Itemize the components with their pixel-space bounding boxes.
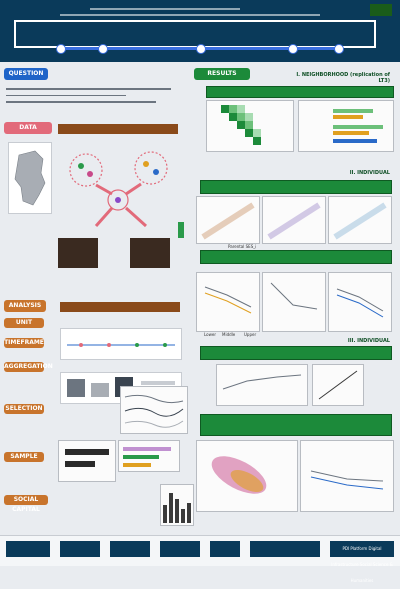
data-accent (178, 222, 184, 238)
timeframe-timeline (60, 328, 182, 360)
institution-logo (370, 4, 392, 16)
footer-logo-6 (250, 541, 320, 557)
step-aggregation: AGGREGATION (4, 362, 53, 372)
footer-logo-5 (210, 541, 240, 557)
timeline-dot (196, 44, 206, 54)
scatter-plot-2 (262, 196, 326, 244)
step-social-capital: SOCIAL CAPITAL (4, 495, 48, 513)
scatter-plot-1 (196, 196, 260, 244)
tick-middle: Middle (222, 332, 236, 337)
timeline-dot (56, 44, 66, 54)
data-banner (58, 124, 178, 134)
line-plot-3 (328, 272, 392, 332)
result-banner-4 (200, 346, 392, 360)
result-banner-5 (200, 414, 392, 436)
footer-logo-3 (110, 541, 150, 557)
results-heading: RESULTS (194, 68, 250, 80)
timeline-dot (334, 44, 344, 54)
netherlands-map (8, 142, 52, 214)
result-label-individual: II. INDIVIDUAL (349, 170, 390, 176)
step-unit: UNIT (4, 318, 44, 328)
pdi-logo: PDI Platform Digital Infrastructure Soci… (330, 541, 394, 583)
diagonal-plot (312, 364, 364, 406)
trend-plot (216, 364, 308, 406)
data-box-left (58, 238, 98, 268)
footer-logo-1 (6, 541, 50, 557)
data-box-right (130, 238, 170, 268)
step-sample: SAMPLE (4, 452, 44, 462)
data-heading: DATA (4, 122, 52, 134)
selection-chart (120, 386, 188, 434)
sample-bars-colored (118, 440, 180, 472)
coefficient-bars (298, 100, 394, 152)
group-line-plot (300, 440, 394, 512)
density-scatter (196, 440, 298, 512)
analysis-banner (60, 302, 180, 312)
analysis-heading: ANALYSIS (4, 300, 46, 312)
footer-logo-2 (60, 541, 100, 557)
question-heading: QUESTION (4, 68, 48, 80)
step-selection: SELECTION (4, 404, 44, 414)
result-label-neighborhood: I. NEIGHBORHOOD (replication of LT3) (296, 72, 390, 84)
result-banner-1 (206, 86, 394, 98)
sample-bars (58, 440, 116, 482)
x-axis-label: Parental SES_i (228, 244, 257, 249)
title-box (14, 20, 376, 48)
result-banner-2 (200, 180, 392, 194)
line-plot-1 (196, 272, 260, 332)
network-diagram (56, 140, 186, 240)
tick-lower: Lower (204, 332, 216, 337)
step-timeframe: TIMEFRAME (4, 338, 44, 348)
subtitle-line (60, 14, 320, 16)
line-plot-2 (262, 272, 326, 332)
question-text-block (6, 88, 186, 110)
social-capital-histogram (160, 484, 194, 526)
result-banner-3 (200, 250, 392, 264)
tick-upper: Upper (244, 332, 257, 337)
footer-logo-4 (160, 541, 200, 557)
scatter-plot-3 (328, 196, 392, 244)
title-line (90, 8, 240, 10)
correlation-heatmap (206, 100, 294, 152)
timeline-dot (288, 44, 298, 54)
timeline-dot (98, 44, 108, 54)
result-label-individual-2: III. INDIVIDUAL (347, 338, 390, 344)
